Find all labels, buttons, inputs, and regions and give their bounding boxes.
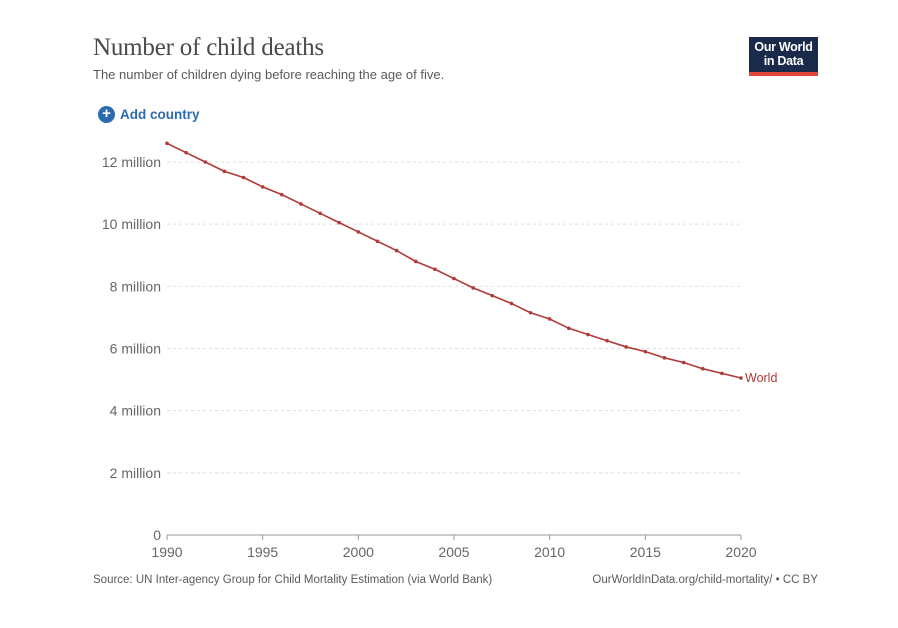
x-tick-label: 1990: [151, 544, 182, 560]
data-point: [547, 317, 552, 321]
logo-bar: [749, 72, 818, 76]
x-tick-label: 2010: [534, 544, 565, 560]
x-tick-label: 2000: [343, 544, 374, 560]
data-point: [318, 211, 322, 216]
data-point: [662, 356, 667, 360]
x-tick-label: 1995: [247, 544, 278, 560]
data-point: [222, 169, 227, 174]
data-point: [413, 259, 418, 264]
data-point: [452, 276, 456, 281]
add-country-button[interactable]: + Add country: [98, 106, 200, 123]
data-point: [375, 239, 380, 244]
source-note: Source: UN Inter-agency Group for Child …: [93, 574, 493, 586]
data-point: [356, 230, 361, 234]
series-label-world: World: [745, 371, 777, 385]
data-point: [700, 366, 705, 371]
data-point: [490, 293, 495, 298]
y-tick-label: 10 million: [102, 216, 161, 232]
plus-circle-icon: +: [98, 106, 115, 123]
chart-title: Number of child deaths: [93, 34, 324, 61]
y-tick-label: 4 million: [110, 403, 161, 419]
data-point: [624, 345, 628, 349]
data-point: [509, 301, 514, 306]
data-point: [605, 338, 609, 343]
data-point: [165, 141, 169, 146]
series-line-world: [166, 142, 742, 379]
data-point: [260, 185, 265, 189]
x-tick-label: 2020: [725, 544, 756, 560]
y-tick-label: 8 million: [110, 278, 161, 294]
add-country-label: Add country: [120, 107, 200, 122]
y-tick-label: 6 million: [110, 341, 161, 357]
y-tick-label: 12 million: [102, 154, 161, 170]
data-point: [720, 371, 724, 376]
data-point: [394, 248, 399, 253]
data-point: [681, 360, 686, 365]
y-tick-label: 2 million: [110, 465, 161, 481]
x-tick-label: 2015: [630, 544, 661, 560]
data-point: [241, 175, 246, 180]
data-point: [280, 192, 284, 197]
data-point: [567, 326, 571, 331]
x-tick-label: 2005: [438, 544, 469, 560]
data-point: [643, 349, 648, 354]
data-point: [433, 267, 437, 272]
logo-line-2: in Data: [763, 54, 804, 68]
data-point: [299, 202, 303, 206]
data-point: [586, 332, 590, 337]
source-link[interactable]: OurWorldInData.org/child-mortality/ • CC…: [592, 574, 818, 586]
owid-logo[interactable]: Our World in Data: [749, 37, 818, 76]
data-point: [337, 220, 342, 225]
data-point: [471, 286, 475, 290]
data-point: [184, 150, 188, 155]
data-point: [203, 160, 208, 164]
chart-subtitle: The number of children dying before reac…: [93, 67, 445, 82]
data-point: [739, 376, 743, 380]
data-point: [528, 310, 533, 315]
y-tick-label: 0: [153, 527, 161, 543]
logo-line-1: Our World: [754, 40, 813, 54]
